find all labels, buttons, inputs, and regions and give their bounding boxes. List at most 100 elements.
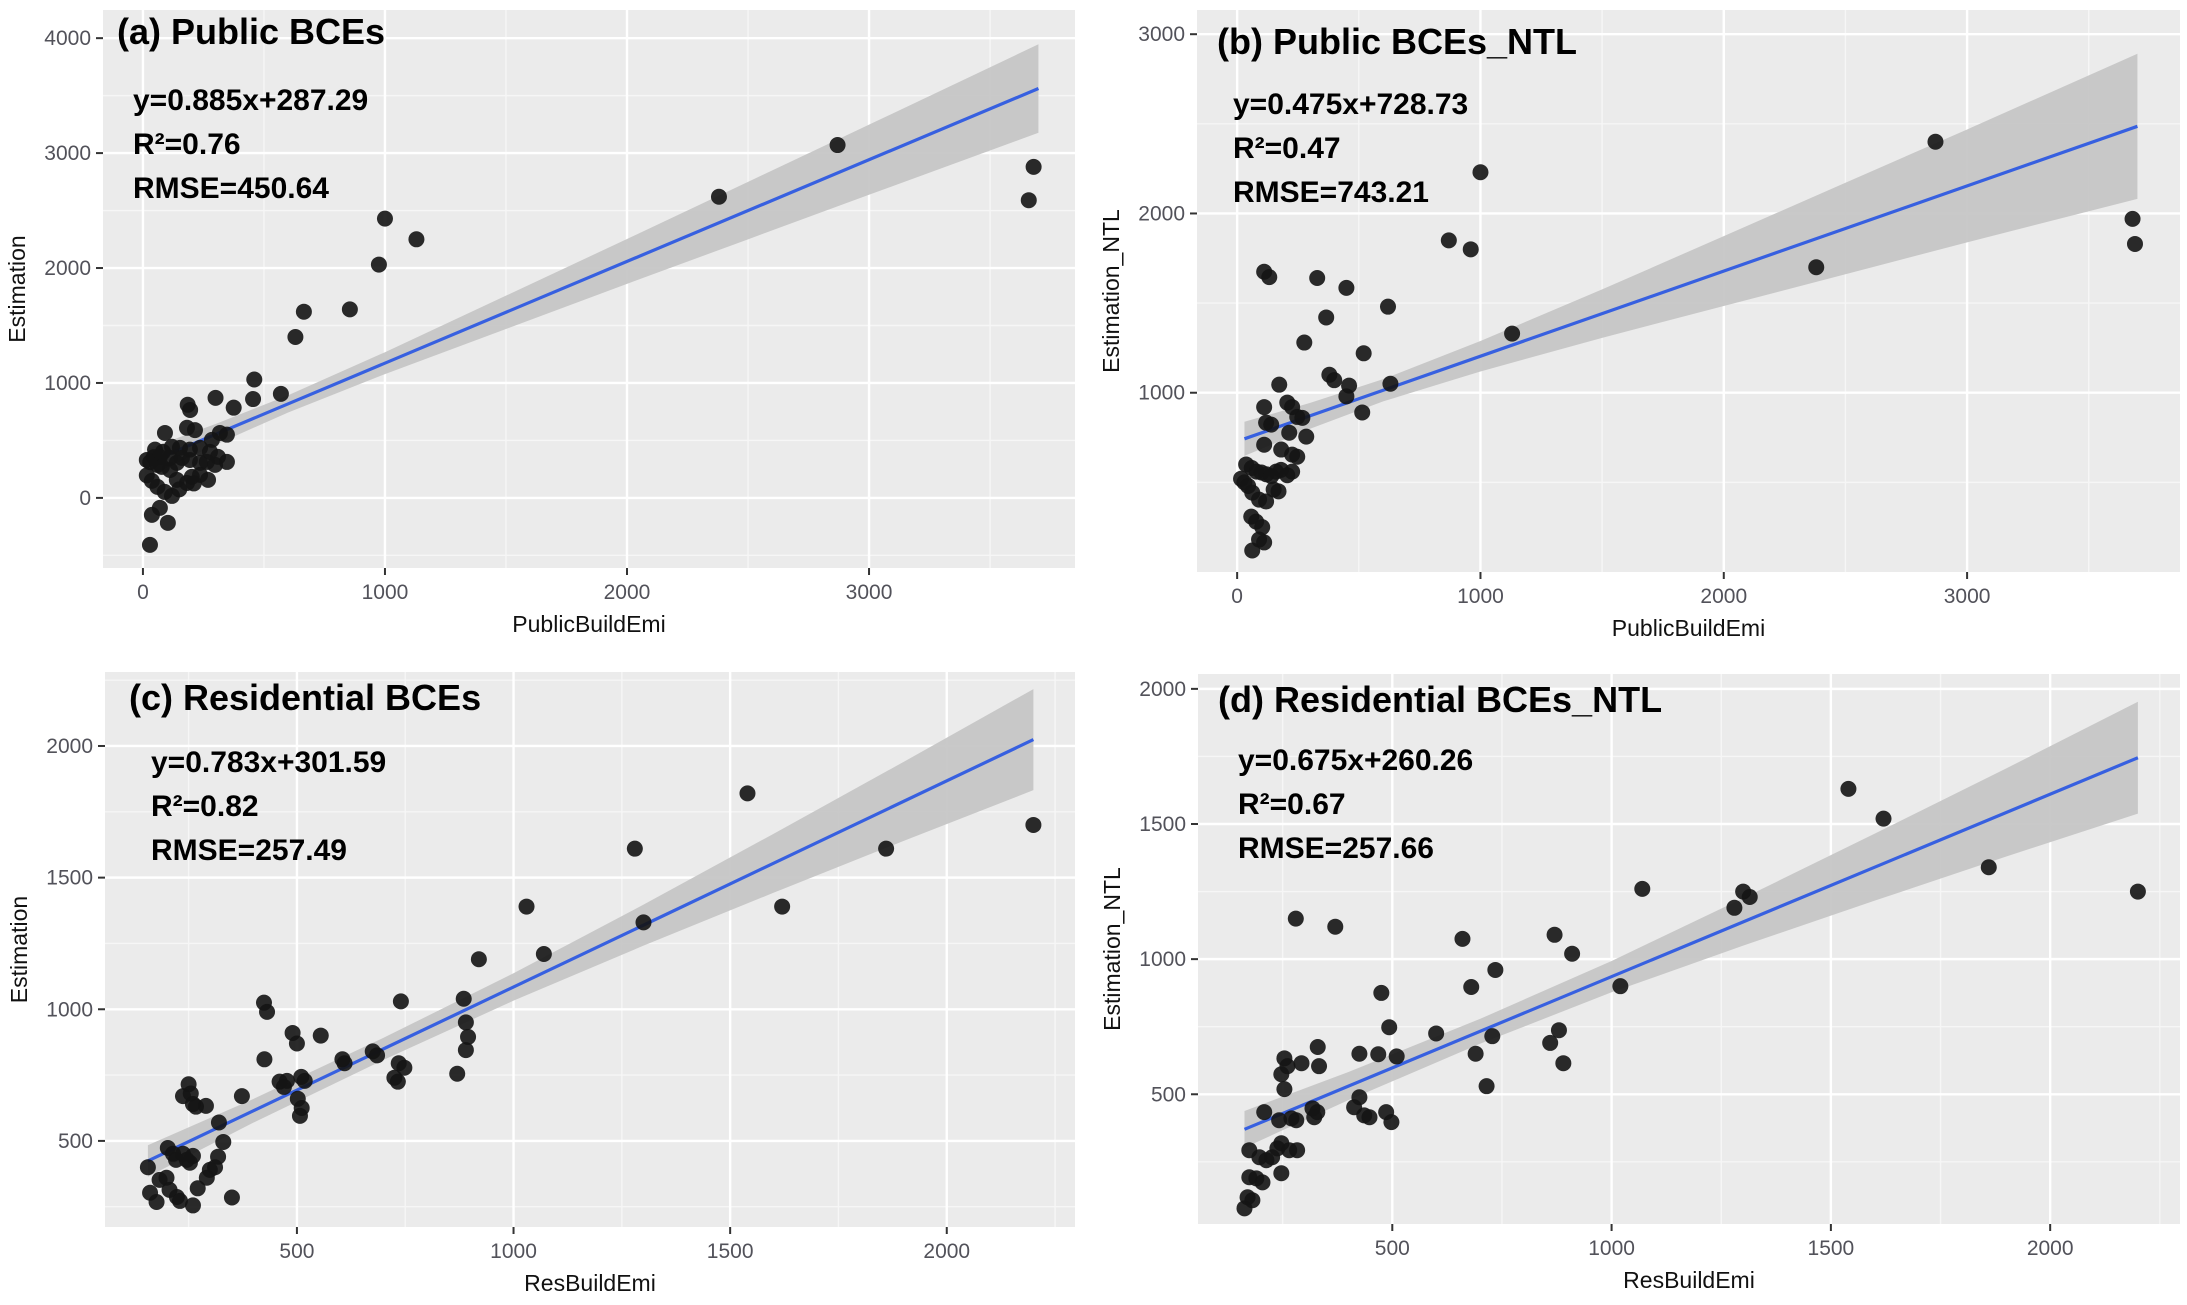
data-point (218, 426, 235, 443)
data-point (774, 898, 791, 915)
data-point (1383, 1114, 1400, 1131)
axes: 500 1000 1500 2000 500 1000 1500 2000 (1139, 678, 2073, 1260)
data-point (341, 301, 358, 318)
data-point (1388, 1048, 1405, 1065)
data-point (1284, 463, 1301, 480)
y-tick-label: 3000 (44, 142, 91, 165)
data-point (396, 1059, 413, 1076)
data-point (1025, 158, 1042, 175)
data-point (1355, 345, 1372, 362)
data-point (296, 1072, 313, 1089)
data-point (1484, 1028, 1501, 1045)
data-point (457, 1014, 474, 1031)
data-point (1380, 298, 1397, 315)
data-point (1808, 259, 1825, 276)
y-tick-label: 1000 (1139, 948, 1186, 971)
data-point (1354, 404, 1371, 421)
data-point (829, 137, 846, 154)
rmse-label: RMSE=257.66 (1238, 832, 1434, 865)
y-tick-label: 1500 (46, 867, 93, 890)
y-tick-label: 2000 (44, 257, 91, 280)
data-point (1478, 1078, 1495, 1095)
x-tick-label: 500 (1375, 1237, 1410, 1260)
data-point (710, 188, 727, 205)
x-tick-label: 1500 (707, 1240, 754, 1263)
panel-b-chart: 0 1000 2000 3000 1000 2000 3000 PublicBuildEmi E… (1098, 10, 2180, 641)
data-point (1309, 1038, 1326, 1055)
data-point (1462, 241, 1479, 258)
data-point (215, 1133, 232, 1150)
data-point (1271, 1112, 1288, 1129)
data-point (200, 471, 217, 488)
data-point (460, 1028, 477, 1045)
data-point (207, 389, 224, 406)
data-point (1270, 483, 1287, 500)
data-point (184, 1197, 201, 1214)
data-point (1261, 269, 1278, 286)
data-point (1254, 519, 1271, 536)
y-tick-label: 1000 (1138, 382, 1185, 405)
data-point (1273, 1165, 1290, 1182)
x-tick-label: 1000 (362, 581, 409, 604)
data-point (272, 385, 289, 402)
data-point (1361, 1109, 1378, 1126)
regression-line (1243, 756, 2139, 1131)
data-point (392, 993, 409, 1010)
data-point (739, 785, 756, 802)
data-point (233, 1088, 250, 1105)
data-point (1256, 534, 1273, 551)
data-point (1288, 1112, 1305, 1129)
data-point (1256, 436, 1273, 453)
data-point (1309, 1104, 1326, 1121)
equation-label: y=0.885x+287.29 (133, 84, 368, 117)
rmse-label: RMSE=450.64 (133, 172, 329, 205)
x-axis-title: PublicBuildEmi (512, 611, 665, 637)
data-point (1293, 1055, 1310, 1072)
data-point (171, 1192, 188, 1209)
data-point (449, 1065, 466, 1082)
data-point (1726, 899, 1743, 916)
gridlines (1198, 674, 2180, 1224)
data-point (259, 1003, 276, 1020)
panel-title: (b) Public BCEs_NTL (1217, 21, 1577, 62)
x-axis-title: ResBuildEmi (1623, 1267, 1755, 1293)
y-tick-label: 4000 (44, 27, 91, 50)
x-tick-label: 3000 (846, 581, 893, 604)
data-point (1276, 1081, 1293, 1098)
data-point (1327, 918, 1344, 935)
data-point (2126, 235, 2143, 252)
x-tick-label: 2000 (1700, 585, 1747, 608)
data-point (1256, 1104, 1273, 1121)
gridlines (103, 10, 1075, 568)
data-point (1980, 859, 1997, 876)
data-points (138, 137, 1042, 553)
data-point (1351, 1045, 1368, 1062)
data-point (1241, 1169, 1258, 1186)
y-axis-title: Estimation (6, 896, 32, 1003)
data-point (171, 481, 188, 498)
data-point (626, 840, 643, 857)
data-point (1472, 164, 1489, 181)
data-point (1296, 334, 1313, 351)
data-point (1351, 1089, 1368, 1106)
data-point (184, 1147, 201, 1164)
data-point (139, 1159, 156, 1176)
data-point (141, 536, 158, 553)
y-tick-label: 500 (1151, 1083, 1186, 1106)
data-point (197, 1097, 214, 1114)
data-point (336, 1055, 353, 1072)
panel-title: (a) Public BCEs (117, 11, 385, 52)
equation-label: y=0.783x+301.59 (151, 746, 386, 779)
y-axis-title: Estimation_NTL (1098, 209, 1124, 373)
data-point (535, 945, 552, 962)
y-tick-label: 0 (79, 487, 91, 510)
x-tick-label: 0 (1231, 585, 1243, 608)
data-point (1025, 816, 1042, 833)
data-point (1564, 945, 1581, 962)
equation-label: y=0.675x+260.26 (1238, 744, 1473, 777)
data-point (1550, 1022, 1567, 1039)
data-point (470, 951, 487, 968)
data-point (518, 898, 535, 915)
data-points (1233, 133, 2143, 559)
panel-d-chart: 500 1000 1500 2000 500 1000 1500 2000 ResBuildEm… (1099, 674, 2180, 1293)
